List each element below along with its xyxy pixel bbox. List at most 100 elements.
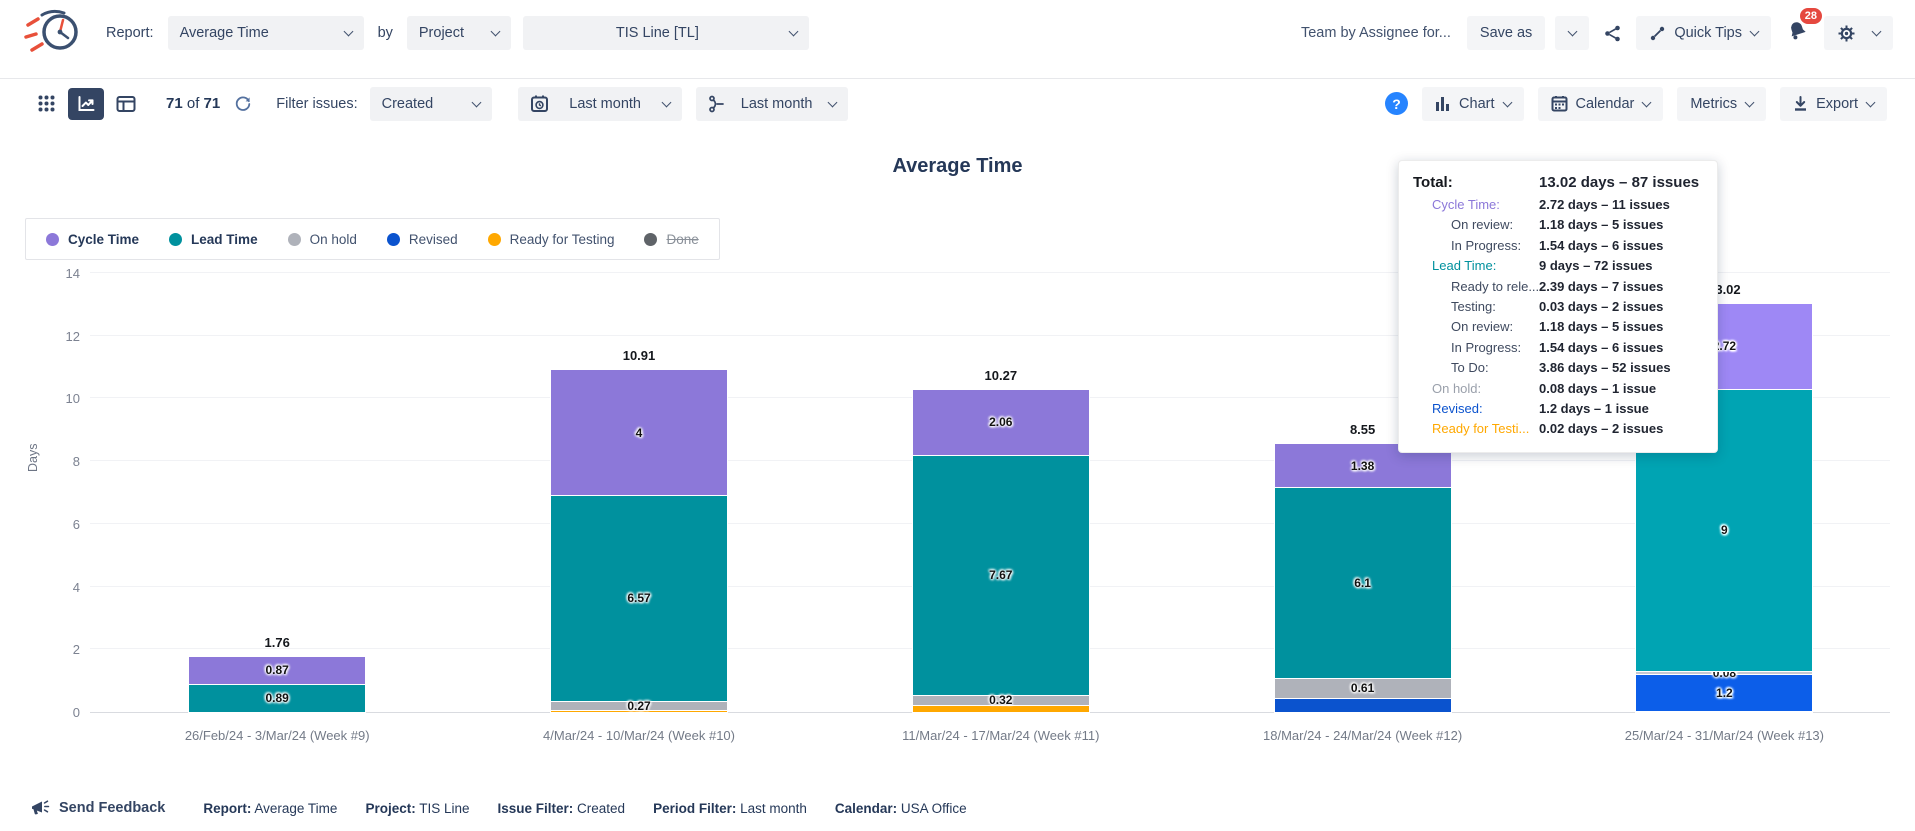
tooltip-row: Cycle Time: 2.72 days – 11 issues (1432, 197, 1670, 212)
bar-total-value: 10.91 (622, 347, 656, 363)
legend-label: Ready for Testing (509, 231, 615, 247)
segment-value: 4 (635, 425, 643, 440)
chart-type-button[interactable]: Chart (1422, 86, 1524, 121)
y-tick-label: 2 (72, 642, 80, 658)
legend-item[interactable]: Lead Time (169, 232, 258, 247)
bar-segment[interactable] (550, 708, 728, 714)
send-feedback-link[interactable]: Send Feedback (30, 799, 165, 817)
quick-tips-button[interactable]: Quick Tips (1636, 16, 1771, 50)
bar-segment[interactable]: 0.32 (911, 693, 1090, 708)
chevron-down-icon (1641, 97, 1652, 107)
bar-segment[interactable]: 0.08 (1635, 666, 1814, 680)
help-button[interactable]: ? (1385, 92, 1409, 115)
bar-total-value: 1.76 (264, 634, 290, 650)
footer-summary-item: Project: TIS Line (365, 800, 470, 816)
calendar-button[interactable]: Calendar (1537, 86, 1664, 121)
chevron-down-icon (1865, 97, 1876, 107)
segment-value: 6.57 (627, 591, 651, 606)
quick-tips-icon (1651, 26, 1665, 40)
tooltip-row: Lead Time: 9 days – 72 issues (1432, 258, 1653, 274)
tooltip-row: On review: 1.18 days – 5 issues (1451, 217, 1664, 233)
sprint-filter-select[interactable]: Last month (695, 86, 848, 121)
tooltip-row: In Progress: 1.54 days – 6 issues (1451, 237, 1664, 253)
y-tick-label: 12 (65, 328, 80, 344)
x-axis-label: 4/Mar/24 - 10/Mar/24 (Week #10) (543, 728, 735, 743)
chevron-down-icon (343, 26, 354, 37)
bar-segment[interactable] (911, 704, 1090, 713)
export-button[interactable]: Export (1780, 86, 1887, 121)
segment-value: 0.32 (989, 693, 1013, 708)
legend-item[interactable]: On hold (287, 232, 357, 247)
group-by-select[interactable]: Project (406, 16, 511, 50)
save-as-button[interactable]: Save as (1466, 16, 1546, 50)
segment-value: 6.1 (1354, 575, 1371, 590)
save-as-menu-button[interactable] (1555, 16, 1590, 50)
bar-segment[interactable]: 0.27 (550, 699, 728, 713)
segment-value: 2.06 (989, 415, 1013, 430)
issue-filter-select[interactable]: Created (369, 86, 492, 121)
project-select[interactable]: TIS Line [TL] (522, 16, 809, 50)
legend-item[interactable]: Ready for Testing (487, 231, 615, 247)
chevron-down-icon (1567, 26, 1578, 37)
bar-segment[interactable] (1635, 710, 1814, 713)
report-toolbar: 71 of 71 Filter issues: Created Last mon… (0, 78, 1915, 128)
bar-segment[interactable]: 0.87 (188, 655, 367, 686)
chevron-down-icon (661, 97, 672, 107)
footer-summary-item: Report: Average Time (203, 800, 338, 816)
bell-icon (1791, 22, 1806, 40)
chevron-down-icon (1749, 26, 1760, 37)
gear-icon (1838, 25, 1855, 41)
segment-value: 0.87 (265, 663, 289, 678)
bar-segment[interactable]: 0.61 (1273, 677, 1452, 699)
refresh-icon (236, 96, 251, 111)
period-filter-select[interactable]: Last month (517, 86, 682, 121)
bar-segment[interactable]: 4 (550, 368, 728, 497)
legend-item[interactable]: Cycle Time (46, 232, 139, 247)
plot-area: 0 2 4 6 8 10 12 14 0.89 0.87 1.76 26/Feb/24 - 3/Mar… (66, 266, 1890, 743)
bar-segment[interactable]: 6.1 (1273, 486, 1452, 680)
notification-badge: 28 (1799, 8, 1822, 25)
legend-dot-icon (169, 232, 183, 246)
legend-item[interactable]: Done (644, 232, 699, 247)
legend-item[interactable]: Revised (386, 232, 458, 247)
y-tick-label: 14 (65, 266, 80, 281)
tooltip-row: In Progress: 1.54 days – 6 issues (1451, 339, 1664, 355)
x-axis-label: 25/Mar/24 - 31/Mar/24 (Week #13) (1624, 728, 1824, 743)
footer-summary-item: Period Filter: Last month (653, 800, 807, 816)
y-tick-label: 0 (72, 705, 80, 720)
bar-segment[interactable]: 0.89 (188, 683, 367, 713)
saved-report-name[interactable]: Team by Assignee for... (1300, 25, 1451, 41)
bar-segment[interactable]: 1.2 (1635, 672, 1814, 713)
legend-label: Lead Time (191, 231, 258, 247)
filter-issues-label: Filter issues: (276, 95, 358, 112)
tooltip-row: On review: 1.18 days – 5 issues (1451, 319, 1664, 335)
segment-value: 0.27 (627, 698, 651, 713)
table-view-button[interactable] (108, 88, 144, 120)
chevron-down-icon (788, 26, 799, 37)
legend-label: Cycle Time (68, 231, 140, 247)
table-icon (116, 95, 136, 112)
notifications-button[interactable]: 28 (1781, 8, 1822, 50)
settings-button[interactable] (1824, 16, 1893, 50)
segment-value: 9 (1721, 523, 1728, 538)
y-tick-label: 6 (72, 516, 80, 532)
refresh-button[interactable] (230, 91, 256, 117)
chart-view-button[interactable] (68, 87, 104, 120)
bar-segment[interactable]: 6.57 (550, 494, 728, 703)
report-select[interactable]: Average Time (167, 16, 364, 50)
bar-segment[interactable]: 7.67 (911, 453, 1090, 697)
share-icon[interactable] (1599, 20, 1626, 47)
tooltip-row: On hold: 0.08 days – 1 issue (1432, 380, 1657, 396)
bar-segment[interactable]: 2.06 (911, 388, 1090, 456)
bar-chart-icon (1436, 96, 1450, 111)
bar-segment[interactable] (1273, 696, 1452, 714)
calendar-clock-icon (530, 95, 548, 112)
metrics-button[interactable]: Metrics (1677, 86, 1767, 121)
gridline (90, 272, 1890, 273)
page-footer: Send Feedback Report: Average Time Projec… (30, 799, 1895, 817)
sprint-icon (708, 95, 724, 112)
download-icon (1795, 95, 1807, 111)
grid-view-button[interactable] (28, 88, 64, 120)
y-axis-title: Days (26, 443, 40, 472)
segment-value: 2.72 (1712, 339, 1737, 354)
